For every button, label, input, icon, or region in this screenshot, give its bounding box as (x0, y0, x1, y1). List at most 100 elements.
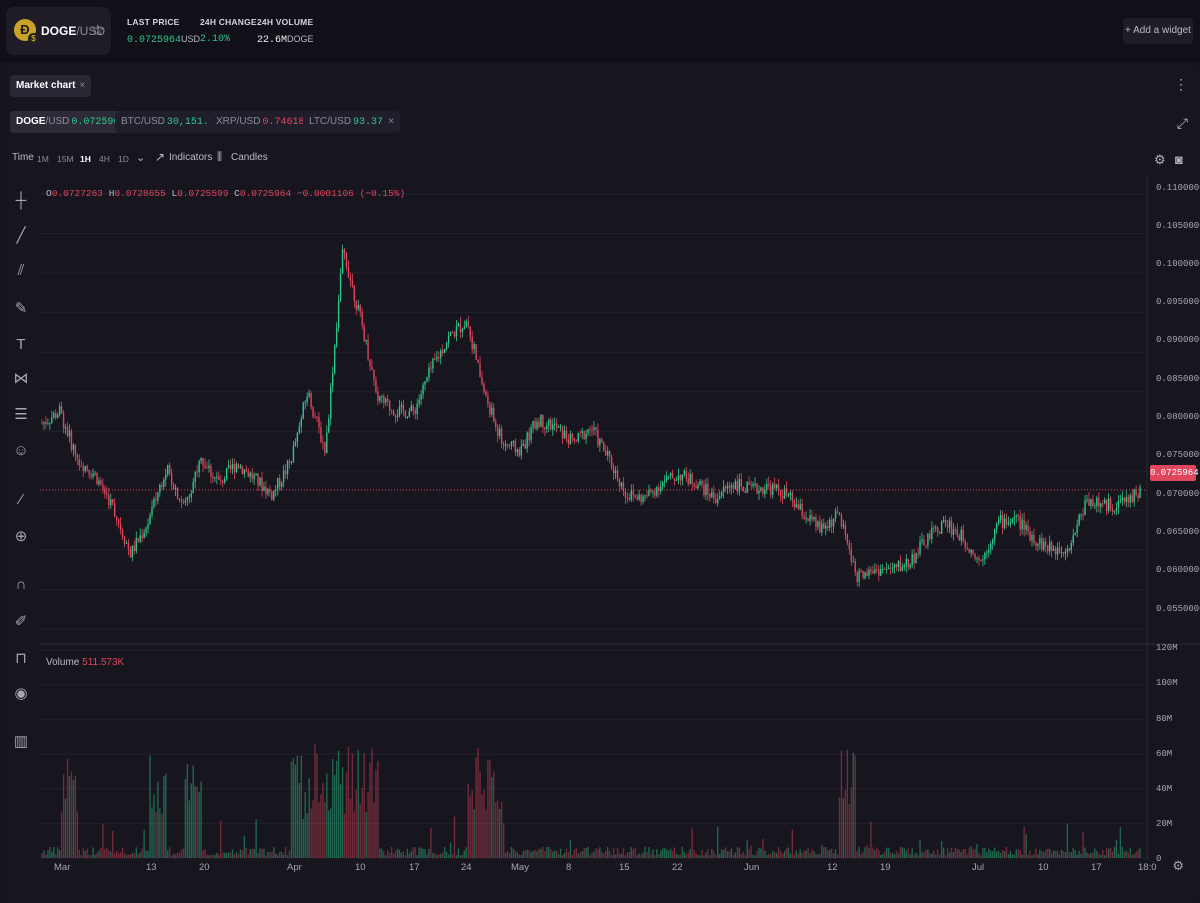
eye-icon[interactable]: ◉ (14, 685, 28, 702)
volume-bar (151, 807, 153, 858)
volume-bar (218, 854, 220, 858)
timeframe-1m[interactable]: 1M (37, 154, 49, 164)
volume-bar (762, 839, 764, 858)
magnet-icon[interactable]: ∩ (15, 576, 27, 593)
candle-body (333, 345, 336, 373)
volume-bar (673, 847, 676, 858)
candle-body (624, 491, 627, 498)
volume-bar (57, 847, 59, 858)
candle-body (104, 488, 106, 494)
candle-body (846, 534, 849, 544)
candle-body (204, 464, 206, 468)
volume-bar (571, 855, 574, 858)
candle-body (170, 473, 173, 485)
volume-bar (180, 849, 183, 858)
candles-button[interactable]: Candles (231, 152, 268, 163)
volume-bar (999, 853, 1002, 858)
volume-bar (978, 853, 980, 858)
crosshair-icon[interactable]: ┼ (15, 192, 27, 209)
candle-body (858, 570, 860, 582)
volume-bar (984, 847, 986, 858)
candle-body (1058, 547, 1061, 553)
candle-body (658, 487, 660, 491)
expand-icon[interactable]: ⤢ (1176, 115, 1188, 131)
volume-bar (314, 744, 316, 858)
timeframe-1h[interactable]: 1H (80, 154, 91, 164)
chevron-down-icon[interactable]: ⌄ (136, 152, 146, 164)
timeframe-15m[interactable]: 15M (57, 154, 74, 164)
fib-icon[interactable]: ☰ (14, 406, 28, 423)
candle-body (392, 410, 395, 416)
candle-body (302, 402, 304, 419)
close-chip-icon[interactable]: × (388, 116, 394, 127)
volume-bar (1007, 854, 1010, 858)
candle-body (705, 483, 707, 496)
candle-body (693, 483, 695, 487)
trend-line-icon[interactable]: ╱ (16, 227, 26, 244)
volume-bar (852, 752, 854, 858)
lock-drawing-icon[interactable]: ✐ (14, 613, 28, 630)
camera-icon[interactable]: ◙ (1175, 152, 1183, 167)
volume-bar (687, 852, 689, 858)
volume-bar (713, 851, 715, 858)
volume-bar (363, 752, 365, 858)
volume-bar (850, 787, 852, 858)
close-tab-icon[interactable]: × (79, 80, 86, 91)
instrument-chip-ltc[interactable]: LTC/USD 93.37 × (303, 111, 400, 133)
favorite-star-icon[interactable]: ☆ (91, 22, 105, 39)
candle-body (123, 537, 126, 544)
unlock-icon[interactable]: ⊓ (15, 650, 27, 667)
volume-bar (966, 854, 968, 858)
timeframe-1d[interactable]: 1D (118, 154, 129, 164)
volume-bar (339, 783, 342, 858)
candle-body (542, 414, 544, 428)
trash-icon[interactable]: ▥ (13, 733, 29, 750)
add-widget-button[interactable]: + Add a widget (1123, 18, 1193, 44)
candle-body (102, 484, 104, 489)
volume-bar (583, 848, 585, 858)
emoji-icon[interactable]: ☺ (13, 442, 29, 459)
candle-body (1115, 508, 1118, 512)
candle-body (640, 494, 642, 502)
candle-body (638, 494, 640, 500)
axis-settings-icon[interactable]: ⚙ (1172, 858, 1184, 873)
more-menu-icon[interactable]: ⋮ (1174, 76, 1188, 92)
indicators-button[interactable]: Indicators (169, 152, 213, 163)
pattern-icon[interactable]: ⋈ (13, 370, 29, 387)
volume-bar (711, 849, 713, 858)
volume-bar (968, 847, 970, 858)
ruler-icon[interactable]: ⁄ (19, 491, 23, 508)
volume-bar (717, 826, 719, 858)
volume-bar (159, 808, 161, 858)
candle-body (422, 384, 424, 395)
volume-bar (1003, 851, 1006, 858)
candle-body (447, 335, 450, 344)
volume-bar (371, 748, 373, 858)
candle-body (567, 439, 570, 445)
brush-icon[interactable]: ✎ (14, 300, 28, 317)
zoom-in-icon[interactable]: ⊕ (14, 528, 28, 545)
candle-body (864, 572, 866, 579)
text-tool-icon[interactable]: T (16, 336, 26, 353)
candle-body (1011, 519, 1014, 522)
settings-icon[interactable]: ⚙ (1154, 152, 1166, 167)
candle-body (1041, 537, 1043, 550)
volume-bar (697, 855, 699, 858)
candle-body (577, 432, 579, 442)
volume-bar (1033, 853, 1035, 858)
volume-bar (1064, 852, 1067, 858)
tab-market-chart[interactable]: Market chart × (10, 75, 92, 97)
channel-icon[interactable]: ⫽ (17, 262, 25, 279)
candle-body (821, 523, 823, 533)
candle-body (569, 433, 572, 445)
pair-selector[interactable]: Ð $ DOGE/USD ☆ (6, 7, 111, 55)
candle-body (876, 569, 878, 571)
candle-body (856, 572, 858, 582)
volume-bar (689, 849, 691, 858)
candle-body (467, 321, 469, 327)
volume-bar (911, 848, 913, 858)
timeframe-4h[interactable]: 4H (99, 154, 110, 164)
ohlc-readout: O0.0727263 H0.0728655 L0.0725599 C0.0725… (46, 188, 406, 199)
volume-bar (461, 854, 464, 858)
